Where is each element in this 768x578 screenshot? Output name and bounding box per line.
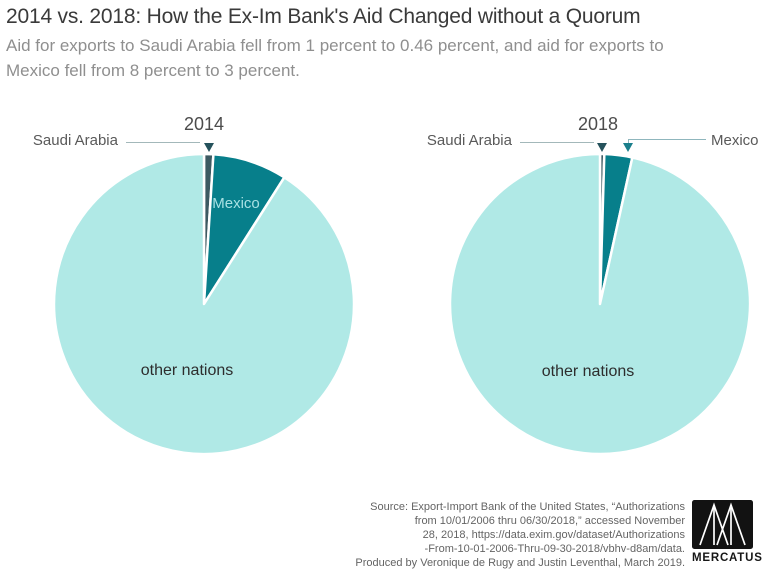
page-title: 2014 vs. 2018: How the Ex-Im Bank's Aid … — [6, 5, 641, 28]
source-citation: Source: Export-Import Bank of the United… — [325, 500, 685, 570]
source-line-3: 28, 2018, https://data.exim.gov/dataset/… — [422, 529, 685, 541]
chart-2018-saudi-arabia-label: Saudi Arabia — [426, 132, 512, 149]
chart-2014-year-label: 2014 — [183, 114, 225, 134]
chart-2018-mexico-label: Mexico — [711, 132, 759, 149]
mercatus-logo: MERCATUS — [692, 500, 766, 564]
chart-2014-saudi-arabia-label: Saudi Arabia — [32, 132, 118, 149]
chart-2014-saudi-arrow-icon — [204, 143, 214, 152]
chart-2018-year-label: 2018 — [577, 114, 619, 134]
chart-2014-other-nations-label: other nations — [140, 362, 234, 379]
chart-2014-saudi-leader-line — [126, 142, 200, 143]
pie-slice-other-nations — [52, 152, 356, 456]
source-line-4: -From-10-01-2006-Thru-09-30-2018/vbhv-d8… — [424, 543, 685, 555]
mercatus-logo-text: MERCATUS — [692, 552, 763, 564]
page-subtitle: Aid for exports to Saudi Arabia fell fro… — [6, 33, 664, 83]
chart-2014-mexico-label: Mexico — [212, 195, 260, 212]
mercatus-logo-icon — [692, 500, 753, 549]
chart-2018-saudi-leader-line — [520, 142, 594, 143]
pie-chart-2018 — [448, 152, 752, 456]
source-line-5: Produced by Veronique de Rugy and Justin… — [355, 557, 685, 569]
chart-2018-mexico-arrow-icon — [623, 143, 633, 152]
subtitle-line-2: Mexico fell from 8 percent to 3 percent. — [6, 61, 300, 80]
chart-2018-mexico-leader-line — [628, 139, 706, 140]
pie-chart-2014 — [52, 152, 356, 456]
chart-2018-saudi-arrow-icon — [597, 143, 607, 152]
chart-2018-mexico-leader-elbow — [628, 139, 629, 143]
subtitle-line-1: Aid for exports to Saudi Arabia fell fro… — [6, 36, 664, 55]
pie-slice-other-nations — [448, 152, 752, 456]
source-line-2: from 10/01/2006 thru 06/30/2018,” access… — [414, 515, 685, 527]
source-line-1: Source: Export-Import Bank of the United… — [370, 501, 685, 513]
chart-2018-other-nations-label: other nations — [541, 363, 635, 380]
